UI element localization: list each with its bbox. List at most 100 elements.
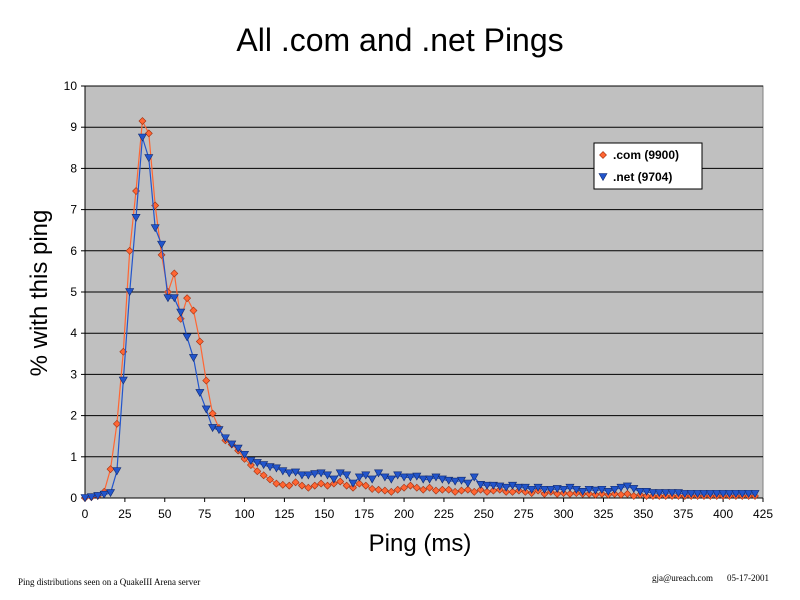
data-point (622, 482, 632, 491)
data-point (540, 489, 549, 498)
data-point (304, 483, 313, 492)
data-point (368, 485, 377, 493)
data-point (616, 483, 626, 492)
x-tick-label: 0 (82, 507, 89, 521)
x-tick-label: 425 (753, 507, 773, 521)
y-tick-label: 0 (70, 491, 77, 505)
data-point (329, 475, 339, 484)
data-point (603, 488, 613, 496)
data-point (654, 489, 664, 498)
data-point (380, 473, 390, 482)
data-point (584, 485, 594, 494)
x-tick-label: 300 (554, 507, 574, 521)
data-point (399, 473, 409, 482)
footer-date: 05-17-2001 (727, 573, 770, 583)
data-point (118, 376, 128, 385)
data-point (451, 487, 460, 496)
data-point (227, 440, 237, 449)
x-tick-label: 75 (198, 507, 212, 521)
data-point (208, 409, 217, 418)
data-point (533, 483, 543, 492)
data-point (259, 461, 269, 470)
data-point (737, 490, 747, 498)
data-point (623, 489, 632, 498)
data-point (125, 246, 134, 255)
data-point (349, 483, 357, 492)
data-point (106, 489, 116, 498)
data-point (566, 489, 574, 498)
data-point (202, 376, 211, 385)
x-tick-label: 250 (474, 507, 494, 521)
data-point (144, 129, 153, 138)
x-tick-label: 225 (434, 507, 454, 521)
data-point (361, 481, 370, 490)
data-point (336, 477, 345, 486)
data-point (444, 476, 454, 485)
data-point (99, 490, 109, 499)
data-point (393, 471, 403, 480)
data-point (374, 485, 383, 494)
data-point (380, 486, 389, 495)
data-point (342, 471, 352, 480)
legend-marker (599, 151, 607, 159)
data-point (648, 489, 658, 498)
data-point (456, 476, 467, 485)
x-tick-label: 50 (158, 507, 172, 521)
data-point (437, 475, 447, 484)
data-point (246, 461, 255, 469)
data-point (495, 482, 505, 491)
data-point (291, 478, 300, 487)
data-point (705, 490, 715, 498)
x-axis-label: Ping (ms) (368, 530, 472, 557)
data-point (450, 477, 460, 486)
data-point (298, 481, 306, 490)
data-point (610, 489, 619, 498)
data-point (400, 483, 408, 492)
data-point (444, 485, 453, 494)
data-point (470, 487, 479, 496)
data-point (476, 485, 485, 494)
data-point (86, 493, 96, 502)
data-point (585, 489, 594, 498)
data-point (712, 490, 722, 498)
data-point (680, 490, 690, 498)
data-point (590, 486, 601, 495)
footer-email: gja@ureach.com (652, 573, 714, 583)
data-point (610, 485, 620, 494)
data-point (316, 469, 326, 478)
data-point (463, 479, 473, 488)
data-point (342, 481, 351, 490)
data-point (520, 483, 530, 492)
data-point (310, 481, 319, 490)
x-tick-label: 150 (314, 507, 334, 521)
data-point (565, 483, 575, 492)
data-point (265, 463, 275, 472)
data-point (386, 475, 396, 484)
y-tick-label: 1 (70, 450, 77, 464)
data-point (163, 294, 173, 303)
data-point (303, 471, 313, 480)
data-point (246, 457, 256, 466)
footer-caption: Ping distributions seen on a QuakeIII Ar… (18, 577, 201, 587)
data-point (137, 133, 147, 142)
data-point (278, 467, 288, 476)
data-point (182, 333, 192, 342)
series-group (80, 117, 760, 503)
data-point (718, 490, 728, 498)
data-point (272, 479, 281, 488)
y-tick-label: 9 (70, 120, 77, 134)
data-point (521, 487, 530, 496)
y-tick-label: 5 (70, 285, 77, 299)
legend-marker (598, 173, 608, 182)
data-point (457, 486, 466, 495)
data-point (317, 479, 326, 488)
grid-lines (85, 85, 763, 458)
data-point (387, 487, 396, 496)
data-point (539, 485, 549, 494)
data-point (323, 481, 332, 490)
data-point (476, 481, 486, 489)
data-point (489, 486, 498, 495)
data-point (412, 472, 422, 481)
data-point (432, 486, 440, 495)
